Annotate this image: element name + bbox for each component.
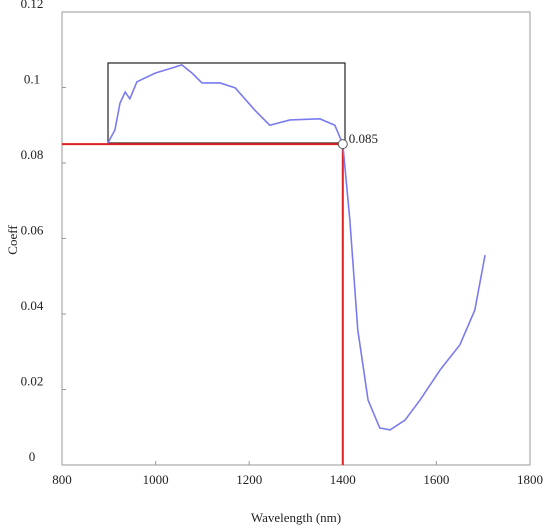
- plot-frame: [61, 11, 531, 466]
- annotation-marker: [337, 139, 348, 150]
- y-tick-label: 0.04: [21, 298, 44, 313]
- x-tick-label: 1000: [143, 472, 169, 487]
- y-axis-label: Coeff: [5, 225, 20, 255]
- x-tick-label: 800: [52, 472, 72, 487]
- data-line: [107, 63, 486, 431]
- annotation-label: 0.085: [349, 131, 378, 146]
- x-tick-label: 1400: [330, 472, 356, 487]
- y-tick-label: 0.12: [21, 0, 44, 11]
- y-tick-label: 0.06: [21, 222, 44, 237]
- y-tick-label: 0: [29, 449, 36, 464]
- y-tick-label: 0.08: [21, 147, 44, 162]
- y-tick-label: 0.02: [21, 373, 44, 388]
- x-tick-label: 1600: [423, 472, 449, 487]
- x-tick-label: 1200: [236, 472, 262, 487]
- y-tick-label: 0.1: [24, 71, 40, 86]
- x-tick-label: 1800: [517, 472, 543, 487]
- x-axis-label: Wavelength (nm): [251, 510, 341, 525]
- highlight-box: [107, 62, 346, 144]
